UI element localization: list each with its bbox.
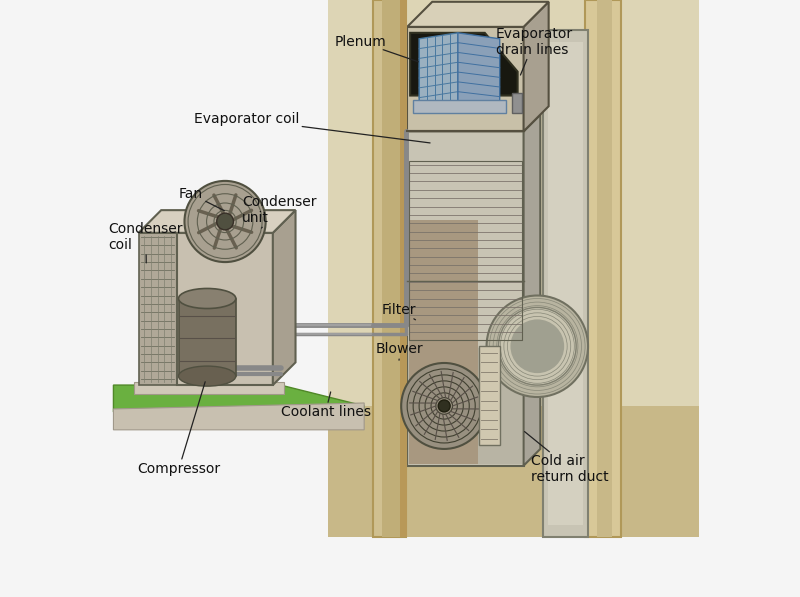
FancyBboxPatch shape	[413, 100, 506, 113]
Text: Condenser
coil: Condenser coil	[109, 222, 183, 263]
Circle shape	[401, 363, 487, 449]
Circle shape	[498, 307, 576, 385]
FancyBboxPatch shape	[178, 233, 273, 385]
FancyBboxPatch shape	[407, 27, 523, 131]
Polygon shape	[419, 33, 458, 107]
FancyBboxPatch shape	[328, 0, 698, 537]
FancyBboxPatch shape	[382, 0, 401, 537]
Polygon shape	[407, 115, 540, 131]
FancyBboxPatch shape	[543, 30, 588, 537]
FancyBboxPatch shape	[548, 42, 582, 525]
Polygon shape	[138, 210, 295, 233]
FancyBboxPatch shape	[597, 0, 612, 537]
FancyBboxPatch shape	[138, 233, 178, 385]
FancyBboxPatch shape	[512, 93, 522, 113]
Polygon shape	[407, 2, 549, 27]
Polygon shape	[523, 115, 540, 466]
FancyBboxPatch shape	[408, 348, 522, 464]
Circle shape	[510, 319, 564, 373]
FancyBboxPatch shape	[479, 346, 500, 445]
FancyBboxPatch shape	[373, 0, 406, 537]
Circle shape	[486, 296, 588, 397]
Text: Blower: Blower	[376, 342, 424, 360]
FancyBboxPatch shape	[585, 0, 621, 537]
Polygon shape	[458, 33, 500, 106]
Text: Cold air
return duct: Cold air return duct	[525, 432, 609, 484]
Text: Evaporator coil: Evaporator coil	[194, 112, 430, 143]
Text: Compressor: Compressor	[138, 381, 221, 476]
Polygon shape	[273, 210, 295, 385]
Circle shape	[217, 213, 234, 230]
Text: Plenum: Plenum	[334, 35, 418, 61]
Polygon shape	[523, 2, 549, 131]
Ellipse shape	[178, 288, 236, 309]
FancyBboxPatch shape	[409, 220, 478, 464]
Polygon shape	[114, 403, 364, 430]
Polygon shape	[410, 33, 518, 96]
Text: Evaporator
drain lines: Evaporator drain lines	[495, 27, 573, 75]
FancyBboxPatch shape	[407, 131, 523, 466]
Polygon shape	[114, 385, 364, 412]
Text: Filter: Filter	[382, 303, 417, 320]
Text: Condenser
unit: Condenser unit	[242, 195, 316, 228]
FancyBboxPatch shape	[178, 298, 236, 376]
Circle shape	[185, 181, 266, 262]
Text: Fan: Fan	[179, 187, 224, 211]
Text: Coolant lines: Coolant lines	[281, 392, 370, 419]
FancyBboxPatch shape	[400, 0, 407, 537]
Ellipse shape	[178, 366, 236, 386]
Circle shape	[438, 400, 450, 412]
FancyBboxPatch shape	[328, 406, 698, 537]
FancyBboxPatch shape	[134, 382, 283, 394]
